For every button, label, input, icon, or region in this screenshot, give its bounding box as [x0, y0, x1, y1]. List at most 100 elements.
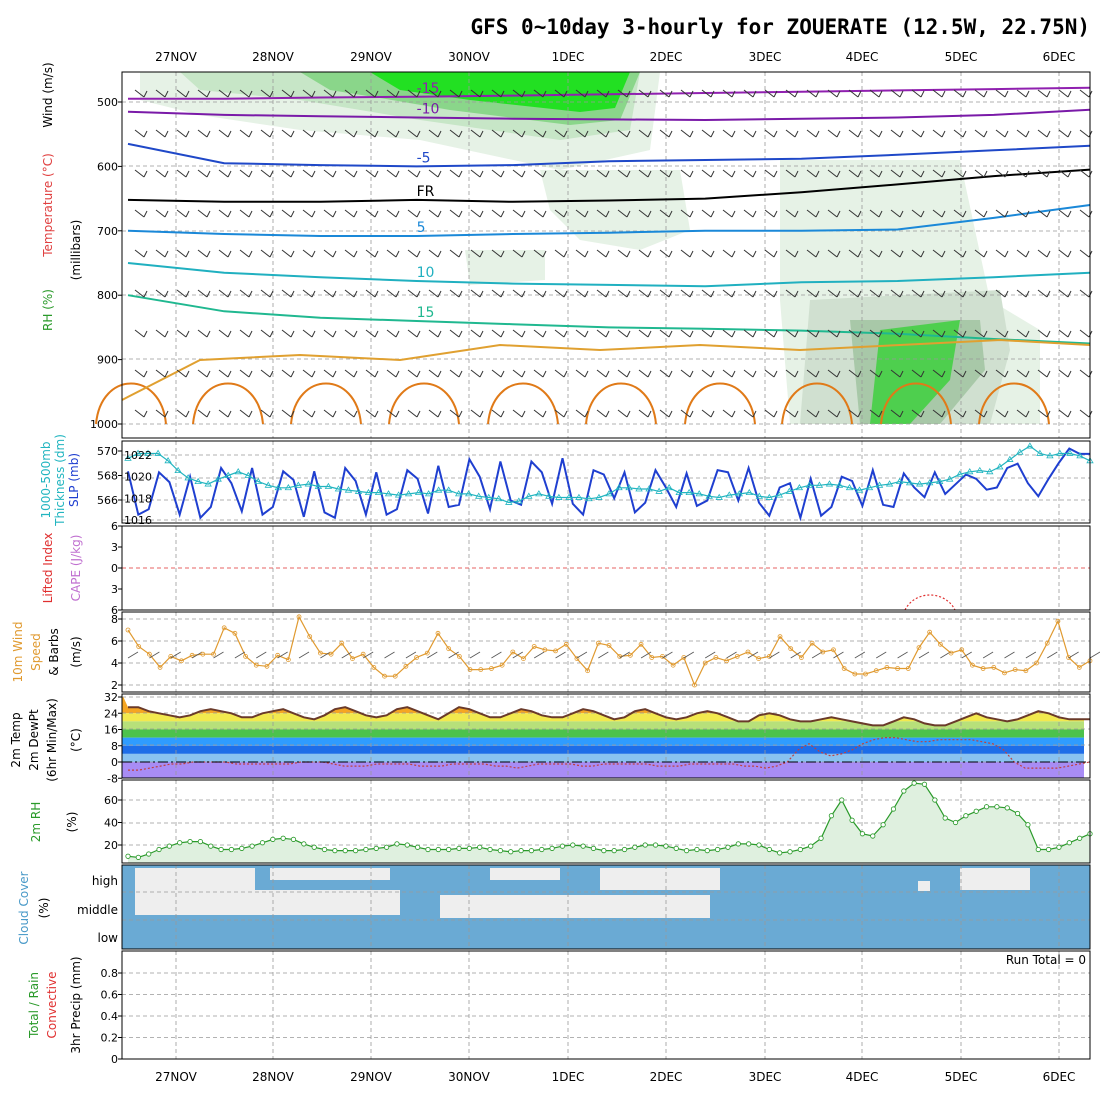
- wind-barb: [260, 209, 271, 218]
- wind-barb: [584, 210, 589, 218]
- wind-barb: [386, 249, 397, 258]
- isotherm-line: [127, 204, 1091, 237]
- wind-barb: [227, 130, 232, 138]
- wind-barb: [722, 129, 733, 138]
- rh-point: [384, 844, 390, 850]
- wind-barb: [827, 409, 838, 418]
- surface-barb: [191, 651, 203, 659]
- thickness-marker: [996, 463, 1004, 470]
- wind-barb: [575, 369, 586, 378]
- wind-barb: [1046, 250, 1051, 258]
- wind-speed-point: [339, 640, 345, 646]
- rh-point: [270, 836, 276, 842]
- wind-speed-point: [446, 646, 452, 652]
- wind-barb: [302, 209, 313, 218]
- wind-barb: [617, 129, 628, 138]
- wind-barb: [395, 210, 400, 218]
- wind-barb: [680, 209, 691, 218]
- wind-barb: [407, 169, 418, 178]
- chart-title: GFS 0~10day 3-hourly for ZOUERATE (12.5W…: [470, 15, 1090, 39]
- wind-barb: [848, 369, 859, 378]
- rh-point: [901, 788, 907, 794]
- wind-barb: [1037, 249, 1048, 258]
- thickness-marker: [825, 480, 834, 487]
- wind-speed-point: [991, 665, 997, 670]
- wind-barb: [836, 290, 841, 298]
- thickness-marker: [204, 480, 212, 487]
- wind-barb: [449, 89, 460, 98]
- wind-barb: [365, 289, 376, 298]
- wind-barb: [206, 90, 211, 98]
- wind-barb: [617, 169, 628, 178]
- rh-point: [208, 843, 214, 849]
- wind-barb: [710, 130, 715, 138]
- rh-point: [973, 808, 979, 814]
- surface-barb: [512, 651, 524, 659]
- rh-point: [994, 804, 1000, 810]
- wind-barb: [395, 250, 400, 258]
- surface-barb: [619, 651, 630, 659]
- rh-point: [590, 845, 597, 851]
- surface-barb: [811, 651, 823, 659]
- wind-speed-point: [253, 662, 259, 668]
- wind-barb: [710, 210, 715, 218]
- wind-barb: [512, 249, 523, 258]
- thickness-marker: [515, 497, 523, 504]
- wind-barb: [911, 89, 922, 98]
- wind-barb: [512, 169, 523, 178]
- wind-barb: [1079, 409, 1090, 418]
- wind-barb: [563, 370, 568, 378]
- cloud-level-label: high: [92, 874, 118, 888]
- wind-barb: [1046, 290, 1051, 298]
- axis-title-temp2m: 2m Temp: [9, 712, 23, 767]
- wind-speed-point: [371, 665, 377, 670]
- date-labels-bottom: 27NOV 28NOV 29NOV 30NOV 1DEC 2DEC 3DEC 4DEC 5DEC…: [155, 1070, 1075, 1084]
- wind-barb: [899, 170, 904, 178]
- date-label-top: 30NOV: [448, 50, 490, 64]
- thickness-marker: [595, 493, 603, 500]
- wind-barb: [878, 250, 883, 258]
- wind-barb: [143, 370, 148, 378]
- wind-barb: [500, 370, 505, 378]
- wind-speed-point: [895, 666, 900, 671]
- date-label-bottom: 4DEC: [846, 1070, 879, 1084]
- wind-barb: [995, 209, 1006, 218]
- rh-point: [715, 846, 721, 853]
- wind-barb: [995, 289, 1006, 298]
- wind-barb: [155, 249, 166, 258]
- wind-barb: [743, 329, 754, 338]
- date-label-top: 27NOV: [155, 50, 197, 64]
- wind-barb: [932, 249, 943, 258]
- wind-barb: [584, 90, 589, 98]
- wind-barb: [386, 369, 397, 378]
- wind-barb: [563, 290, 568, 298]
- wind-barb: [596, 249, 607, 258]
- wind-barb: [743, 89, 754, 98]
- wind-barb: [248, 210, 253, 218]
- wind-barb: [920, 330, 925, 338]
- wind-barb: [668, 410, 673, 418]
- warm-contour: [585, 382, 657, 425]
- surface-barb: [256, 651, 267, 659]
- wind-barb: [239, 329, 250, 338]
- wind-barb: [659, 409, 670, 418]
- thickness-marker: [164, 457, 172, 464]
- cloud-gap: [135, 868, 255, 890]
- wind-barb: [1004, 330, 1009, 338]
- wind-barb: [542, 170, 547, 178]
- surface-barb: [982, 651, 994, 659]
- wind-barb: [1079, 249, 1090, 258]
- wind-speed-point: [275, 652, 281, 658]
- wind-speed-point: [905, 666, 911, 671]
- wind-barb: [1016, 209, 1027, 218]
- cloud-gap: [135, 890, 400, 915]
- wind-barb: [428, 369, 439, 378]
- wind-barb: [794, 210, 799, 218]
- temp-band: [122, 745, 1084, 754]
- y-tick-label: 0.2: [101, 1032, 119, 1045]
- warm-contour: [978, 382, 1050, 425]
- wind-barb: [1016, 89, 1027, 98]
- rh-point: [766, 846, 772, 853]
- wind-barb: [542, 290, 547, 298]
- wind-barb: [806, 329, 817, 338]
